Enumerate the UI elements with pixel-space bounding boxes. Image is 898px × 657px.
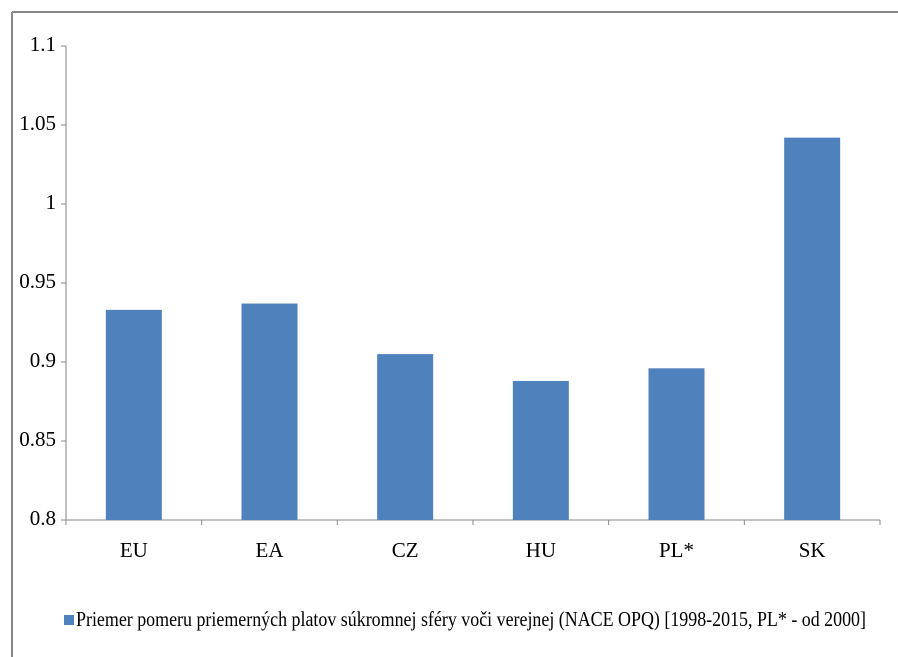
x-tick-label: CZ (392, 538, 419, 562)
legend-swatch (64, 615, 74, 625)
y-tick-label: 0.85 (19, 427, 56, 451)
y-tick-label: 0.8 (30, 506, 56, 530)
bar (784, 137, 841, 520)
bar (512, 380, 569, 520)
y-tick-label: 1.05 (19, 111, 56, 135)
x-tick-label: EA (256, 538, 285, 562)
legend-label: Priemer pomeru priemerných platov súkrom… (76, 607, 866, 631)
x-tick-label: HU (526, 538, 556, 562)
bar (105, 309, 162, 520)
bar (377, 354, 434, 520)
x-tick-label: EU (120, 538, 148, 562)
x-tick-label: SK (799, 538, 826, 562)
y-tick-label: 1.1 (30, 32, 56, 56)
bar (241, 303, 298, 520)
x-tick-label: PL* (659, 538, 694, 562)
y-tick-label: 1 (46, 190, 57, 214)
y-tick-label: 0.9 (30, 348, 56, 372)
y-tick-label: 0.95 (19, 269, 56, 293)
bar (648, 368, 705, 520)
